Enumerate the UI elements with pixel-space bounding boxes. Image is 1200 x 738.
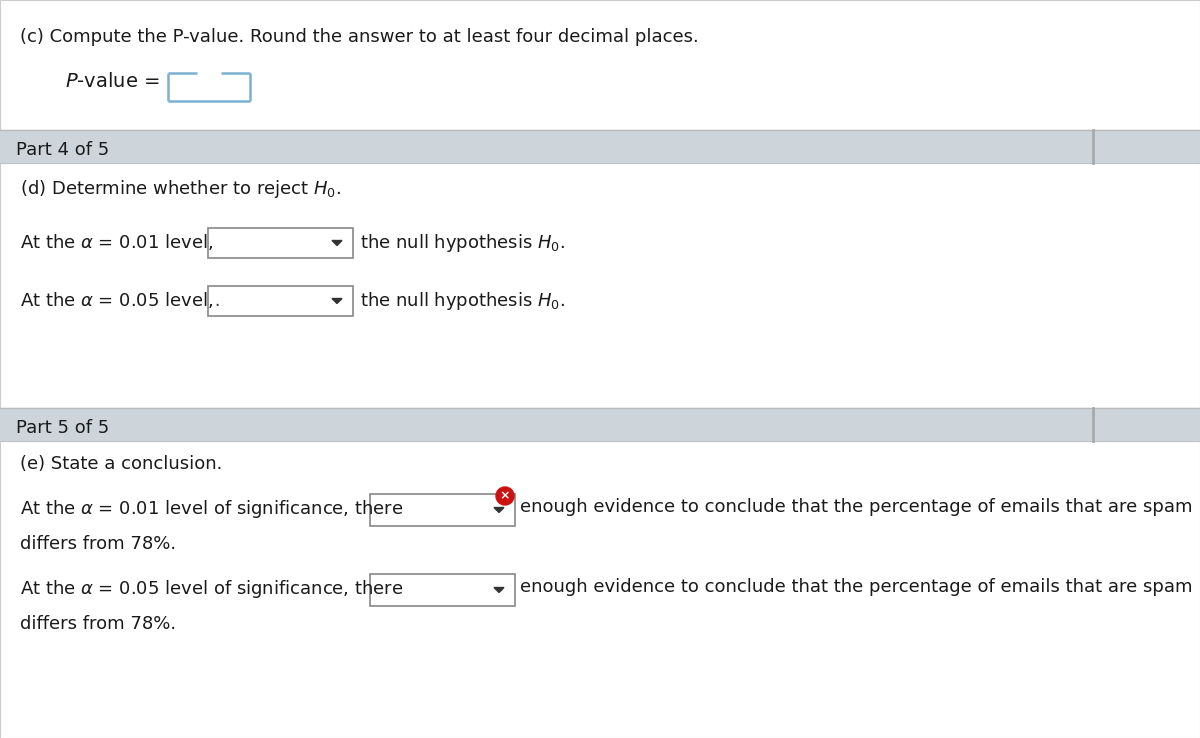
Text: Part 4 of 5: Part 4 of 5 xyxy=(16,141,109,159)
Text: .: . xyxy=(214,292,220,310)
Polygon shape xyxy=(332,241,342,246)
Text: At the $\alpha$ = 0.01 level,: At the $\alpha$ = 0.01 level, xyxy=(20,232,214,252)
Bar xyxy=(370,574,515,606)
Text: Part 5 of 5: Part 5 of 5 xyxy=(16,419,109,437)
Bar xyxy=(208,228,353,258)
Text: (e) State a conclusion.: (e) State a conclusion. xyxy=(20,455,222,473)
Text: $\mathit{P}$-value =: $\mathit{P}$-value = xyxy=(65,72,160,91)
Text: ×: × xyxy=(499,489,510,503)
Text: differs from 78%.: differs from 78%. xyxy=(20,615,176,633)
Bar xyxy=(0,441,1200,738)
Bar xyxy=(370,494,515,526)
Polygon shape xyxy=(494,508,504,512)
Text: (d) Determine whether to reject $H_0$.: (d) Determine whether to reject $H_0$. xyxy=(20,178,341,200)
Bar xyxy=(0,408,1200,441)
Text: At the $\alpha$ = 0.05 level of significance, there: At the $\alpha$ = 0.05 level of signific… xyxy=(20,578,403,600)
Text: (c) Compute the P-value. Round the answer to at least four decimal places.: (c) Compute the P-value. Round the answe… xyxy=(20,28,698,46)
Polygon shape xyxy=(332,298,342,303)
Text: enough evidence to conclude that the percentage of emails that are spam: enough evidence to conclude that the per… xyxy=(520,498,1193,516)
Text: At the $\alpha$ = 0.05 level,: At the $\alpha$ = 0.05 level, xyxy=(20,290,214,310)
Text: the null hypothesis $H_0$.: the null hypothesis $H_0$. xyxy=(360,290,565,312)
Bar xyxy=(0,130,1200,163)
Text: the null hypothesis $H_0$.: the null hypothesis $H_0$. xyxy=(360,232,565,254)
Bar xyxy=(0,0,1200,130)
Text: At the $\alpha$ = 0.01 level of significance, there: At the $\alpha$ = 0.01 level of signific… xyxy=(20,498,403,520)
Bar xyxy=(0,163,1200,408)
Polygon shape xyxy=(494,587,504,593)
Bar xyxy=(208,286,353,316)
Text: differs from 78%.: differs from 78%. xyxy=(20,535,176,553)
Circle shape xyxy=(496,487,514,505)
Text: enough evidence to conclude that the percentage of emails that are spam: enough evidence to conclude that the per… xyxy=(520,578,1193,596)
